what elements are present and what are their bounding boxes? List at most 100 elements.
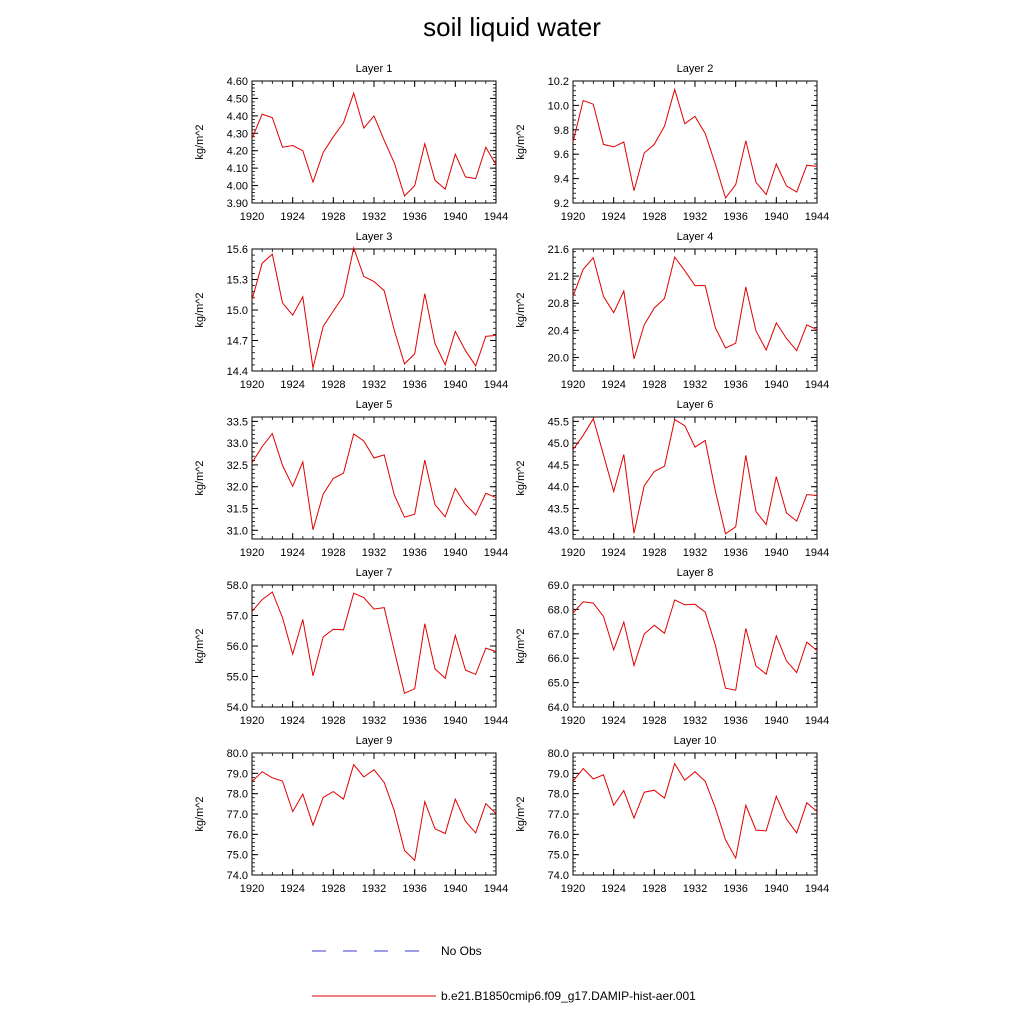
x-tick-label: 1944 <box>805 715 829 727</box>
x-tick-label: 1920 <box>240 883 264 895</box>
y-axis-label: kg/m^2 <box>515 628 527 663</box>
x-tick-label: 1944 <box>805 379 829 391</box>
y-tick-label: 76.0 <box>548 829 569 841</box>
x-tick-label: 1924 <box>280 379 304 391</box>
x-tick-label: 1920 <box>240 715 264 727</box>
panel-layer-7: Layer 7 1920 1924 1928 1932 1936 1940 1944 54.0 5… <box>194 567 508 727</box>
x-tick-label: 1924 <box>601 883 625 895</box>
series-line <box>251 246 497 369</box>
panel-title: Layer 3 <box>356 231 393 243</box>
panel-layer-5: Layer 5 1920 1924 1928 1932 1936 1940 1944 31.0 3… <box>194 399 508 559</box>
y-tick-label: 57.0 <box>227 611 248 623</box>
y-tick-label: 75.0 <box>548 850 569 862</box>
series-line <box>251 91 497 197</box>
plot-frame <box>251 584 497 708</box>
y-tick-label: 80.0 <box>548 748 569 760</box>
x-tick-label: 1940 <box>443 547 467 559</box>
x-tick-label: 1932 <box>362 379 386 391</box>
y-tick-label: 31.5 <box>227 504 248 516</box>
x-tick-label: 1920 <box>561 211 585 223</box>
y-tick-label: 55.0 <box>227 672 248 684</box>
x-tick-label: 1940 <box>764 883 788 895</box>
y-tick-label: 33.5 <box>227 416 248 428</box>
x-tick-label: 1936 <box>402 715 426 727</box>
panel-title: Layer 7 <box>356 567 393 579</box>
x-tick-label: 1920 <box>561 715 585 727</box>
panel-title: Layer 4 <box>677 231 714 243</box>
y-tick-label: 9.4 <box>554 174 569 186</box>
y-axis-label: kg/m^2 <box>515 292 527 327</box>
panel-title: Layer 6 <box>677 399 714 411</box>
x-tick-label: 1940 <box>764 547 788 559</box>
y-tick-label: 44.0 <box>548 482 569 494</box>
x-tick-label: 1936 <box>723 211 747 223</box>
y-tick-label: 4.40 <box>227 111 248 123</box>
panel-title: Layer 5 <box>356 399 393 411</box>
x-tick-label: 1924 <box>280 211 304 223</box>
panel-title: Layer 2 <box>677 63 714 75</box>
x-tick-label: 1932 <box>683 379 707 391</box>
y-tick-label: 9.2 <box>554 198 569 210</box>
y-tick-label: 54.0 <box>227 702 248 714</box>
x-tick-label: 1920 <box>561 547 585 559</box>
x-tick-label: 1932 <box>362 883 386 895</box>
x-tick-label: 1928 <box>321 211 345 223</box>
x-tick-label: 1932 <box>683 211 707 223</box>
x-tick-label: 1940 <box>764 715 788 727</box>
x-tick-label: 1932 <box>362 715 386 727</box>
x-tick-label: 1924 <box>280 547 304 559</box>
y-tick-label: 4.50 <box>227 93 248 105</box>
x-tick-label: 1944 <box>484 379 508 391</box>
y-tick-label: 68.0 <box>548 604 569 616</box>
y-axis-label: kg/m^2 <box>194 796 206 831</box>
panel-layer-1: Layer 1 1920 1924 1928 1932 1936 1940 1944 3.90 4… <box>194 63 508 223</box>
y-tick-label: 14.4 <box>227 366 248 378</box>
panel-layer-9: Layer 9 1920 1924 1928 1932 1936 1940 1944 74.0 7… <box>194 735 508 895</box>
panel-layer-10: Layer 10 1920 1924 1928 1932 1936 1940 1944 74.0… <box>515 735 829 895</box>
y-tick-label: 9.8 <box>554 125 569 137</box>
panel-title: Layer 8 <box>677 567 714 579</box>
y-tick-label: 79.0 <box>227 768 248 780</box>
x-tick-label: 1936 <box>402 547 426 559</box>
series-line <box>572 255 818 359</box>
x-tick-label: 1944 <box>805 211 829 223</box>
y-axis-label: kg/m^2 <box>515 460 527 495</box>
y-axis-label: kg/m^2 <box>194 460 206 495</box>
x-tick-label: 1940 <box>443 715 467 727</box>
x-tick-label: 1936 <box>723 883 747 895</box>
y-tick-label: 32.5 <box>227 460 248 472</box>
y-tick-label: 77.0 <box>548 809 569 821</box>
x-tick-label: 1936 <box>402 883 426 895</box>
x-tick-label: 1920 <box>561 883 585 895</box>
x-tick-label: 1928 <box>642 379 666 391</box>
y-axis-label: kg/m^2 <box>515 796 527 831</box>
panel-title: Layer 10 <box>674 735 717 747</box>
panel-layer-4: Layer 4 1920 1924 1928 1932 1936 1940 1944 20.0 2… <box>515 231 829 391</box>
panel-layer-6: Layer 6 1920 1924 1928 1932 1936 1940 1944 43.0 4… <box>515 399 829 559</box>
y-tick-label: 80.0 <box>227 748 248 760</box>
panel-layer-3: Layer 3 1920 1924 1928 1932 1936 1940 1944 14.4 1… <box>194 231 508 391</box>
y-tick-label: 33.0 <box>227 438 248 450</box>
y-axis-label: kg/m^2 <box>194 292 206 327</box>
x-tick-label: 1924 <box>601 547 625 559</box>
x-tick-label: 1932 <box>362 211 386 223</box>
y-tick-label: 45.0 <box>548 438 569 450</box>
series-line <box>251 763 497 862</box>
y-tick-label: 69.0 <box>548 580 569 592</box>
y-tick-label: 43.0 <box>548 525 569 537</box>
y-axis-label: kg/m^2 <box>515 124 527 159</box>
x-tick-label: 1924 <box>601 379 625 391</box>
y-tick-label: 78.0 <box>548 789 569 801</box>
figure-title: soil liquid water <box>423 12 601 42</box>
y-tick-label: 10.2 <box>548 76 569 88</box>
panel-layer-2: Layer 2 1920 1924 1928 1932 1936 1940 1944 9.2 9.… <box>515 63 829 223</box>
y-tick-label: 56.0 <box>227 641 248 653</box>
series-line <box>572 417 818 535</box>
panel-title: Layer 9 <box>356 735 393 747</box>
x-tick-label: 1928 <box>321 883 345 895</box>
y-tick-label: 32.0 <box>227 482 248 494</box>
x-tick-label: 1928 <box>642 883 666 895</box>
plot-frame <box>251 752 497 876</box>
